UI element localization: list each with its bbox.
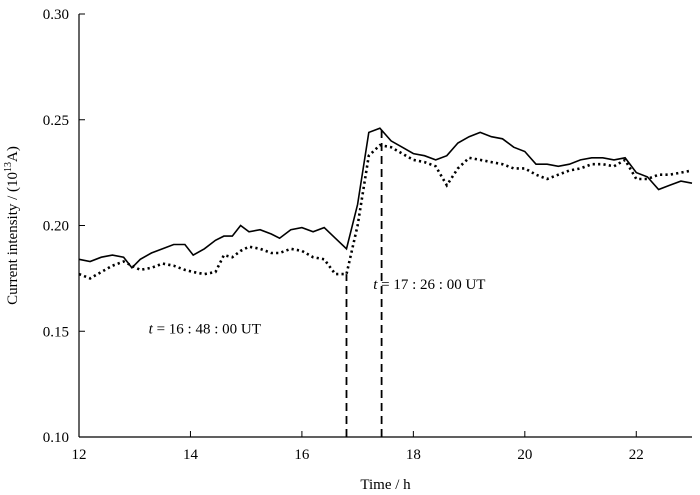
y-axis-title-unit: A) [5,146,21,162]
series-line-2-dotted [78,143,693,280]
x-tick-label: 22 [629,447,644,463]
y-tick-label: 0.25 [43,113,69,129]
y-axis: 0.10 0.15 0.20 0.25 0.30 [43,7,85,446]
series-line-1-solid [78,127,693,270]
y-tick-label: 0.10 [43,430,69,446]
event-marker-label-2: t = 17 : 26 : 00 UT [373,277,485,293]
event-marker-label-symbol: t [373,277,378,293]
event-marker-label-1: t = 16 : 48 : 00 UT [149,321,261,337]
x-axis: 12 14 16 18 20 22 [72,431,692,463]
y-tick-label: 0.20 [43,219,69,235]
y-axis-title-exponent: 13 [3,162,14,172]
x-axis-title: Time / h [360,477,411,493]
x-tick-label: 12 [72,447,87,463]
y-axis-title: Current intensity / (1013A) [3,146,21,305]
event-marker-label-value: = 17 : 26 : 00 UT [377,277,485,293]
event-marker-label-value: = 16 : 48 : 00 UT [153,321,261,337]
y-tick-label: 0.15 [43,324,69,340]
event-markers: t = 16 : 48 : 00 UTt = 17 : 26 : 00 UT [149,128,485,437]
x-tick-label: 20 [517,447,532,463]
y-axis-title-main: Current intensity / (10 [5,172,21,305]
x-tick-label: 18 [406,447,421,463]
x-tick-label: 14 [183,447,199,463]
x-tick-label: 16 [294,447,310,463]
event-marker-label-symbol: t [149,321,154,337]
y-tick-label: 0.30 [43,7,69,23]
plot-area [78,127,693,280]
